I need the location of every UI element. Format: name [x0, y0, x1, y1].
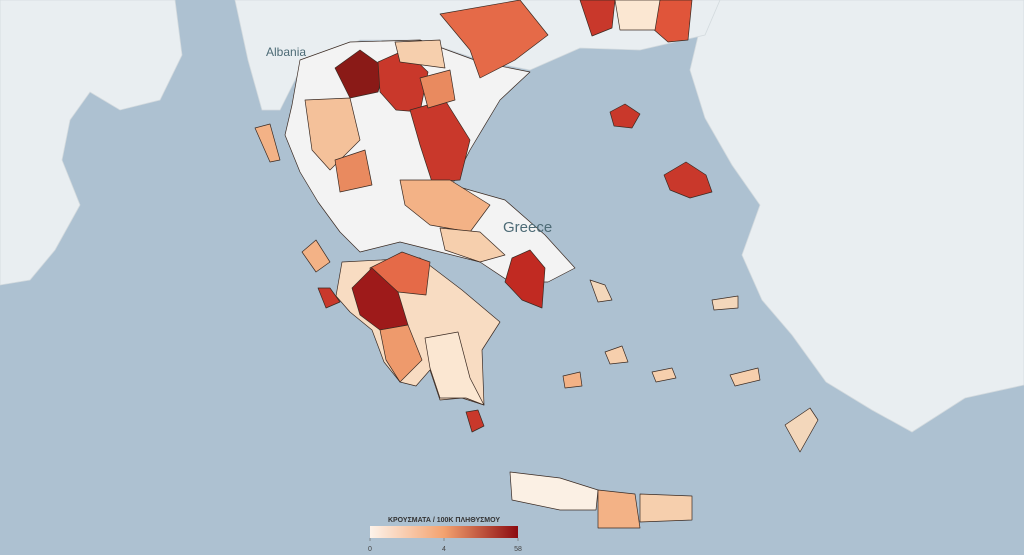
region	[419, 69, 456, 109]
island	[562, 371, 583, 389]
legend-tick-label: 4	[442, 546, 446, 553]
legend: ΚΡΟΥΣΜΑΤΑ / 100K ΠΛΗΘΥΣΜΟΥ 0 4 58	[368, 517, 522, 553]
turkey	[689, 0, 1024, 433]
corfu	[254, 123, 281, 163]
region	[439, 0, 549, 79]
island	[604, 345, 629, 365]
legend-tick-label: 58	[514, 546, 522, 553]
region	[379, 324, 423, 383]
legend-bar	[370, 526, 518, 538]
region	[424, 331, 485, 406]
lemnos	[609, 103, 641, 129]
region	[439, 227, 506, 263]
island	[651, 367, 677, 383]
region	[334, 149, 373, 193]
zakynthos	[317, 287, 341, 309]
island	[589, 279, 613, 303]
region	[304, 97, 361, 171]
crete-east	[639, 493, 693, 523]
crete-west	[509, 471, 599, 511]
crete-mid	[597, 489, 641, 529]
lesbos	[663, 161, 713, 199]
region	[394, 39, 446, 69]
island	[711, 295, 739, 311]
kythira	[465, 409, 485, 433]
island	[729, 367, 761, 387]
region	[579, 0, 616, 37]
country-label: Albania	[266, 45, 306, 59]
italy	[0, 0, 183, 286]
legend-tick-label: 0	[368, 546, 372, 553]
region	[614, 0, 661, 31]
attica	[504, 249, 546, 309]
country-label: Greece	[503, 219, 552, 236]
legend-title: ΚΡΟΥΣΜΑΤΑ / 100K ΠΛΗΘΥΣΜΟΥ	[388, 517, 500, 524]
kefalonia	[301, 239, 331, 273]
rhodes	[784, 407, 819, 453]
